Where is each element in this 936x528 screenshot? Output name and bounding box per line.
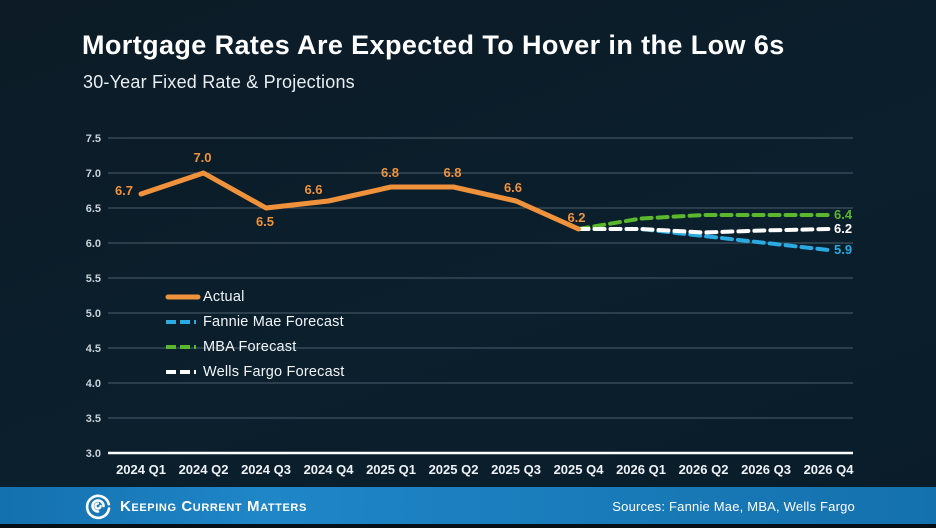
- data-point-label: 6.5: [256, 214, 274, 229]
- data-point-label: 6.8: [381, 165, 399, 180]
- data-point-label: 6.8: [443, 165, 461, 180]
- brand-lockup: Keeping Current Matters: [84, 492, 307, 520]
- x-tick-label: 2025 Q4: [554, 462, 605, 477]
- x-tick-label: 2025 Q1: [366, 462, 416, 477]
- x-tick-label: 2024 Q3: [241, 462, 291, 477]
- data-point-label: 6.6: [504, 180, 522, 195]
- y-tick-label: 4.5: [86, 343, 101, 355]
- forecast-end-label: 6.4: [834, 207, 853, 222]
- x-tick-label: 2026 Q2: [679, 462, 729, 477]
- series-line-fannie-mae-forecast: [576, 227, 831, 252]
- y-tick-label: 4.0: [86, 378, 101, 390]
- x-tick-label: 2024 Q2: [179, 462, 229, 477]
- data-point-label: 6.2: [567, 210, 585, 225]
- legend-swatch-icon: [166, 319, 200, 324]
- y-tick-label: 3.5: [86, 413, 101, 425]
- kcm-swirl-logo-icon: [85, 494, 111, 520]
- series-line-actual: [138, 170, 581, 232]
- legend-item-mba-forecast: MBA Forecast: [165, 338, 345, 355]
- legend-label: MBA Forecast: [203, 338, 297, 355]
- y-tick-label: 6.5: [86, 203, 101, 215]
- legend-label: Wells Fargo Forecast: [203, 363, 345, 380]
- y-tick-label: 5.0: [86, 308, 101, 320]
- y-tick-label: 5.5: [86, 273, 101, 285]
- y-tick-label: 7.0: [86, 168, 101, 180]
- data-point-label: 7.0: [193, 150, 211, 165]
- forecast-end-label: 6.2: [834, 221, 852, 236]
- x-tick-label: 2024 Q4: [304, 462, 355, 477]
- legend-label: Actual: [203, 288, 245, 305]
- forecast-end-label: 5.9: [834, 242, 852, 257]
- data-point-label: 6.7: [115, 183, 133, 198]
- sources-text: Sources: Fannie Mae, MBA, Wells Fargo: [612, 499, 855, 514]
- footer-bar: [0, 487, 936, 524]
- page-title: Mortgage Rates Are Expected To Hover in …: [82, 30, 785, 60]
- x-tick-label: 2024 Q1: [116, 462, 166, 477]
- legend-swatch-icon: [166, 369, 200, 374]
- series-line-wells-fargo-forecast: [576, 227, 831, 235]
- footer-bottom-strip: [0, 524, 936, 528]
- data-point-label: 6.6: [304, 182, 322, 197]
- legend-item-wells-fargo-forecast: Wells Fargo Forecast: [165, 363, 345, 380]
- chart-legend: Actual Fannie Mae Forecast MBA Forecast Wel…: [165, 288, 345, 380]
- legend-item-fannie-mae-forecast: Fannie Mae Forecast: [165, 313, 345, 330]
- page-subtitle: 30-Year Fixed Rate & Projections: [83, 72, 355, 92]
- brand-name: Keeping Current Matters: [120, 497, 307, 515]
- x-tick-label: 2026 Q3: [741, 462, 791, 477]
- legend-label: Fannie Mae Forecast: [203, 313, 344, 330]
- x-tick-label: 2026 Q4: [804, 462, 855, 477]
- x-tick-label: 2026 Q1: [616, 462, 666, 477]
- x-tick-label: 2025 Q2: [429, 462, 479, 477]
- y-tick-label: 3.0: [86, 448, 101, 460]
- legend-swatch-icon: [166, 344, 200, 349]
- legend-swatch-icon: [165, 294, 201, 299]
- y-tick-label: 6.0: [86, 238, 101, 250]
- y-tick-label: 7.5: [86, 133, 101, 145]
- x-tick-label: 2025 Q3: [491, 462, 541, 477]
- legend-item-actual: Actual: [165, 288, 345, 305]
- series-line-mba-forecast: [576, 213, 831, 231]
